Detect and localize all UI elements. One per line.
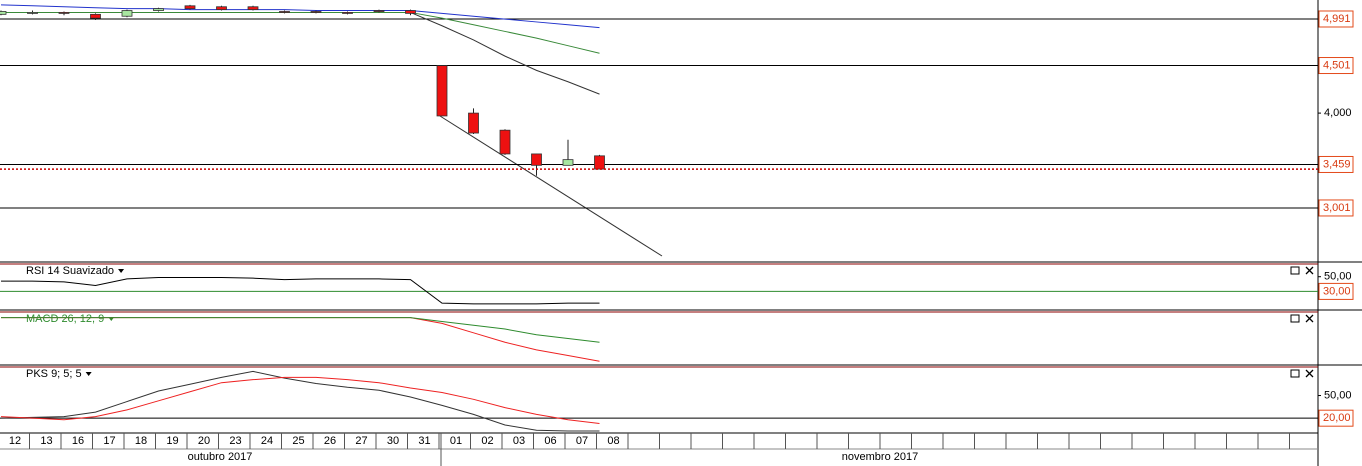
candle-body bbox=[153, 8, 164, 11]
x-tick-label: 02 bbox=[481, 435, 493, 447]
panel-title: MACD 26, 12, 9 bbox=[26, 313, 104, 325]
x-tick-label: 30 bbox=[387, 435, 399, 447]
candle-body bbox=[90, 13, 101, 19]
level-label: 3,001 bbox=[1323, 202, 1351, 214]
series-line bbox=[410, 11, 600, 95]
level-label-box bbox=[1318, 282, 1354, 300]
series-line bbox=[1, 317, 600, 343]
level-label-box bbox=[1318, 10, 1354, 28]
level-label: 3,459 bbox=[1323, 158, 1351, 170]
series-line bbox=[0, 370, 600, 432]
candle-body bbox=[436, 65, 448, 117]
x-tick-label: 24 bbox=[261, 435, 273, 447]
y-tick-label: 50,00 bbox=[1324, 271, 1352, 283]
close-icon bbox=[1305, 266, 1314, 275]
close-icon bbox=[1305, 314, 1314, 323]
x-tick-label: 23 bbox=[229, 435, 241, 447]
x-tick-label: 13 bbox=[40, 435, 52, 447]
candle-body bbox=[405, 10, 416, 14]
level-label: 20,00 bbox=[1323, 412, 1351, 424]
candle-body bbox=[216, 6, 227, 10]
candle-body bbox=[468, 112, 479, 134]
maximize-icon bbox=[1290, 314, 1300, 323]
x-tick-label: 06 bbox=[544, 435, 556, 447]
level-label-box bbox=[1318, 155, 1354, 173]
x-tick-label: 18 bbox=[135, 435, 147, 447]
x-tick-label: 03 bbox=[513, 435, 525, 447]
series-line bbox=[1, 11, 600, 54]
x-tick-label: 19 bbox=[166, 435, 178, 447]
x-tick-label: 16 bbox=[72, 435, 84, 447]
x-tick-label: 20 bbox=[198, 435, 210, 447]
candle-body bbox=[0, 11, 7, 15]
candle-body bbox=[562, 159, 574, 166]
level-label: 30,00 bbox=[1323, 285, 1351, 297]
x-tick-label: 25 bbox=[292, 435, 304, 447]
x-tick-label: 01 bbox=[450, 435, 462, 447]
series-line bbox=[0, 376, 600, 424]
trend-line bbox=[439, 115, 663, 257]
series-line bbox=[1, 276, 600, 305]
maximize-icon bbox=[1290, 369, 1300, 378]
maximize-icon bbox=[1290, 266, 1300, 275]
x-tick-label: 12 bbox=[9, 435, 21, 447]
x-tick-label: 08 bbox=[607, 435, 619, 447]
candle-body bbox=[184, 5, 196, 10]
dropdown-arrow bbox=[118, 269, 125, 273]
level-label-box bbox=[1318, 409, 1354, 427]
panel-title: PKS 9; 5; 5 bbox=[26, 368, 82, 380]
x-tick-label: 31 bbox=[418, 435, 430, 447]
candle-body bbox=[58, 12, 70, 14]
x-tick-label: 26 bbox=[324, 435, 336, 447]
level-label: 4,501 bbox=[1323, 59, 1351, 71]
y-tick-label: 50,00 bbox=[1324, 389, 1352, 401]
x-tick-label: 07 bbox=[576, 435, 588, 447]
close-icon bbox=[1305, 369, 1314, 378]
candle-body bbox=[373, 10, 385, 12]
candle-body bbox=[279, 11, 290, 13]
level-label-box bbox=[1318, 57, 1354, 75]
level-label: 4,991 bbox=[1323, 13, 1351, 25]
candle-body bbox=[594, 155, 605, 170]
dropdown-arrow bbox=[85, 372, 92, 376]
candle-body bbox=[499, 129, 511, 155]
level-label-box bbox=[1318, 199, 1354, 217]
panel-title: RSI 14 Suavizado bbox=[26, 265, 114, 277]
x-tick-label: 27 bbox=[355, 435, 367, 447]
month-label: outubro 2017 bbox=[188, 451, 253, 463]
candle-body bbox=[121, 10, 133, 17]
candle-body bbox=[247, 6, 259, 10]
series-line bbox=[0, 4, 600, 29]
candle-body bbox=[531, 153, 542, 166]
y-tick-label: 4,000 bbox=[1324, 107, 1352, 119]
candle-body bbox=[310, 11, 322, 13]
month-label: novembro 2017 bbox=[842, 451, 918, 463]
candle-body bbox=[342, 12, 353, 14]
candle-body bbox=[27, 12, 38, 14]
x-tick-label: 17 bbox=[103, 435, 115, 447]
